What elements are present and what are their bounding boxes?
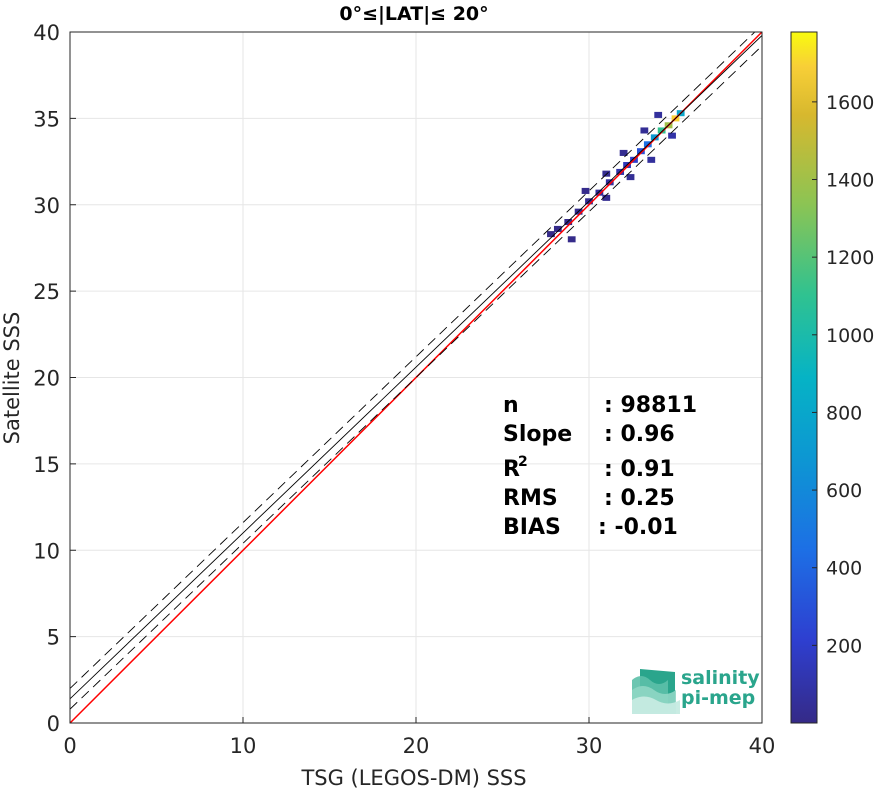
- stat-value: : 0.91: [604, 457, 675, 482]
- y-tick-label: 20: [33, 367, 60, 391]
- regression-line: [70, 35, 762, 700]
- density-cell: [654, 111, 663, 118]
- density-cell: [553, 225, 562, 232]
- density-cell: [602, 194, 611, 201]
- statistics-block: n : 98811 Slope : 0.96 R2 : 0.91 RMS : 0.25 BIAS…: [503, 393, 697, 540]
- density-cell: [581, 187, 590, 194]
- x-tick-label: 0: [63, 734, 76, 758]
- stat-label: BIAS: [503, 515, 561, 540]
- y-tick-label: 30: [33, 194, 60, 218]
- colorbar-tick-label: 1600: [826, 92, 874, 114]
- y-axis-label: Satellite SSS: [0, 312, 24, 445]
- y-tick-label: 10: [33, 539, 60, 563]
- stat-label-superscript: 2: [518, 454, 528, 470]
- y-tick-label: 35: [33, 107, 60, 131]
- density-cell: [668, 132, 676, 139]
- x-axis-ticks: 0 10 20 30 40: [63, 717, 775, 758]
- x-tick-label: 20: [403, 734, 430, 758]
- stat-value: : 98811: [604, 393, 697, 418]
- density-cell: [626, 174, 635, 181]
- stat-value: : -0.01: [598, 515, 678, 540]
- colorbar-tick-label: 600: [826, 480, 862, 502]
- one-to-one-line: [70, 32, 762, 723]
- density-cell: [657, 127, 666, 134]
- density-cell: [640, 127, 649, 134]
- density-cell: [619, 149, 628, 156]
- colorbar-tick-label: 1200: [826, 247, 874, 269]
- stat-value: : 0.25: [604, 486, 675, 511]
- density-cell: [564, 219, 573, 226]
- stat-label: R: [503, 457, 520, 482]
- density-cell: [567, 236, 576, 243]
- wave-logo-icon: [632, 669, 680, 714]
- salinity-pi-mep-logo: salinity pi-mep: [632, 667, 760, 714]
- colorbar: [790, 31, 818, 724]
- stat-label: Slope: [503, 422, 572, 447]
- y-tick-label: 25: [33, 280, 60, 304]
- logo-line1: salinity: [681, 667, 760, 689]
- y-tick-label: 15: [33, 453, 60, 477]
- stat-label: n: [503, 393, 519, 418]
- x-tick-label: 30: [576, 734, 603, 758]
- y-tick-label: 0: [47, 712, 60, 736]
- x-axis-label: TSG (LEGOS-DM) SSS: [300, 766, 526, 789]
- colorbar-tick-label: 1400: [826, 170, 874, 192]
- colorbar-tick-label: 800: [826, 402, 862, 424]
- y-tick-label: 5: [47, 626, 60, 650]
- density-cell: [602, 170, 611, 177]
- colorbar-tick-label: 200: [826, 635, 862, 657]
- colorbar-tick-label: 400: [826, 558, 862, 580]
- y-tick-label: 40: [33, 21, 60, 45]
- density-cell: [605, 179, 614, 186]
- x-tick-label: 40: [749, 734, 776, 758]
- colorbar-tick-label: 1000: [826, 325, 874, 347]
- logo-line2: pi-mep: [681, 687, 755, 709]
- x-tick-label: 10: [230, 734, 257, 758]
- stat-label: RMS: [503, 486, 558, 511]
- stat-value: : 0.96: [604, 422, 675, 447]
- chart-title: 0°≤|LAT|≤ 20°: [339, 3, 488, 25]
- y-axis-ticks: 0 5 10 15 20 25 30 35 40: [33, 21, 76, 736]
- density-cell: [647, 156, 656, 163]
- reference-lines: [70, 32, 762, 723]
- colorbar-ticks: 200 400 600 800 1000 1200 1400 1600: [812, 92, 874, 657]
- density-cell: [595, 189, 604, 196]
- density-cell: [650, 134, 659, 141]
- density-cell: [547, 231, 555, 238]
